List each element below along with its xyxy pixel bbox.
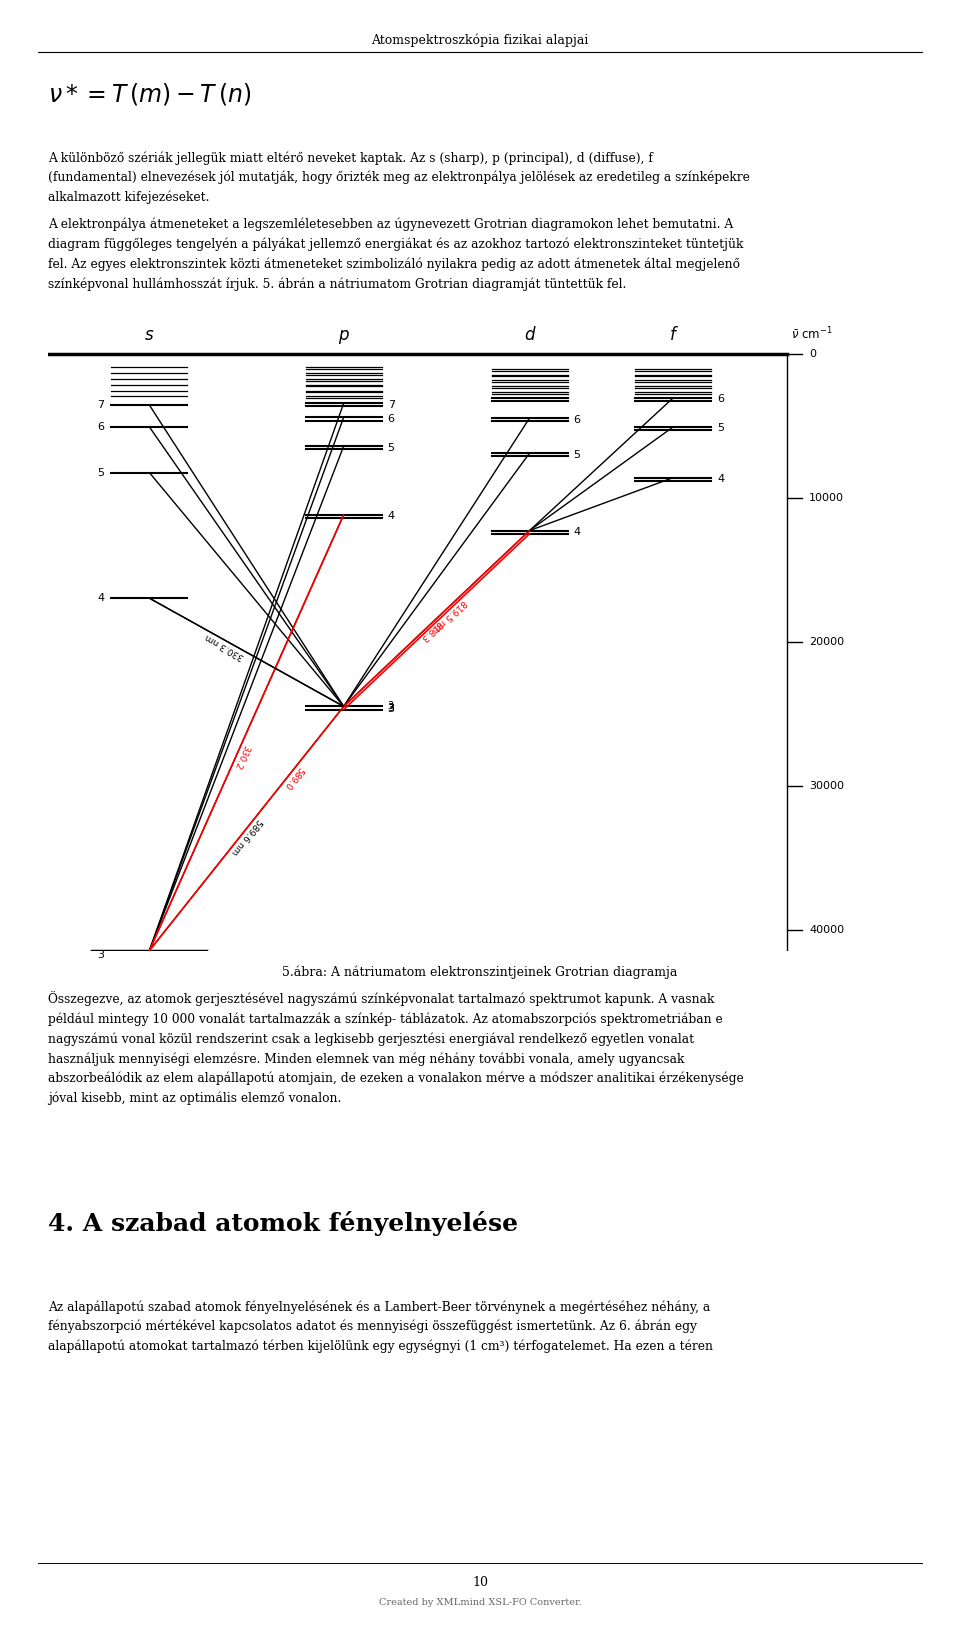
Text: 0: 0 xyxy=(809,349,816,359)
Text: 3: 3 xyxy=(388,704,395,713)
Text: 330.2: 330.2 xyxy=(231,743,251,770)
Text: 10000: 10000 xyxy=(809,492,844,502)
Text: 7: 7 xyxy=(98,400,105,410)
Text: 5: 5 xyxy=(573,450,581,460)
Text: $\bar{\nu}\ \mathrm{cm}^{-1}$: $\bar{\nu}\ \mathrm{cm}^{-1}$ xyxy=(791,325,833,341)
Text: Az alapállapotú szabad atomok fényelnyelésének és a Lambert-Beer törvénynek a me: Az alapállapotú szabad atomok fényelnyel… xyxy=(48,1300,713,1354)
Text: 5: 5 xyxy=(388,442,395,453)
Text: 330.3 nm: 330.3 nm xyxy=(204,632,246,661)
Text: $\nu* = T\,(m) - T\,(n)$: $\nu* = T\,(m) - T\,(n)$ xyxy=(48,81,252,107)
Text: Összegezve, az atomok gerjesztésével nagyszámú színképvonalat tartalmazó spektru: Összegezve, az atomok gerjesztésével nag… xyxy=(48,991,744,1105)
Text: 3: 3 xyxy=(98,951,105,960)
Text: 6: 6 xyxy=(717,395,724,405)
Text: Created by XMLmind XSL-FO Converter.: Created by XMLmind XSL-FO Converter. xyxy=(378,1597,582,1607)
Text: A különböző szériák jellegük miatt eltérő neveket kaptak. Az s (sharp), p (princ: A különböző szériák jellegük miatt eltér… xyxy=(48,151,750,205)
Text: 7: 7 xyxy=(388,400,395,410)
Text: d: d xyxy=(524,327,535,344)
Text: 4: 4 xyxy=(717,474,724,484)
Text: 4: 4 xyxy=(388,512,395,522)
Text: 589.0: 589.0 xyxy=(281,765,304,790)
Text: 5: 5 xyxy=(717,424,724,434)
Text: 6: 6 xyxy=(388,414,395,424)
Text: 4. A szabad atomok fényelnyelése: 4. A szabad atomok fényelnyelése xyxy=(48,1211,518,1235)
Text: s: s xyxy=(145,327,154,344)
Text: 30000: 30000 xyxy=(809,780,844,791)
Text: 5: 5 xyxy=(98,468,105,478)
Text: 40000: 40000 xyxy=(809,925,844,934)
Text: 6: 6 xyxy=(98,422,105,432)
Text: A elektronpálya átmeneteket a legszemléletesebben az úgynevezett Grotrian diagra: A elektronpálya átmeneteket a legszemlél… xyxy=(48,218,743,291)
Text: 5.ábra: A nátriumatom elektronszintjeinek Grotrian diagramja: 5.ábra: A nátriumatom elektronszintjeine… xyxy=(282,965,678,978)
Text: p: p xyxy=(339,327,348,344)
Text: Atomspektroszkópia fizikai alapjai: Atomspektroszkópia fizikai alapjai xyxy=(372,32,588,47)
Text: 3: 3 xyxy=(388,702,394,712)
Text: 4: 4 xyxy=(98,593,105,603)
Text: 4: 4 xyxy=(573,526,581,538)
Text: 20000: 20000 xyxy=(809,637,844,647)
Text: 589.6 nm: 589.6 nm xyxy=(229,816,263,856)
Text: 6: 6 xyxy=(573,414,581,424)
Text: 818.3: 818.3 xyxy=(418,619,443,644)
Text: 3: 3 xyxy=(388,704,395,713)
Text: f: f xyxy=(670,327,676,344)
Text: 819.5 nm: 819.5 nm xyxy=(430,598,468,634)
Text: 10: 10 xyxy=(472,1576,488,1589)
